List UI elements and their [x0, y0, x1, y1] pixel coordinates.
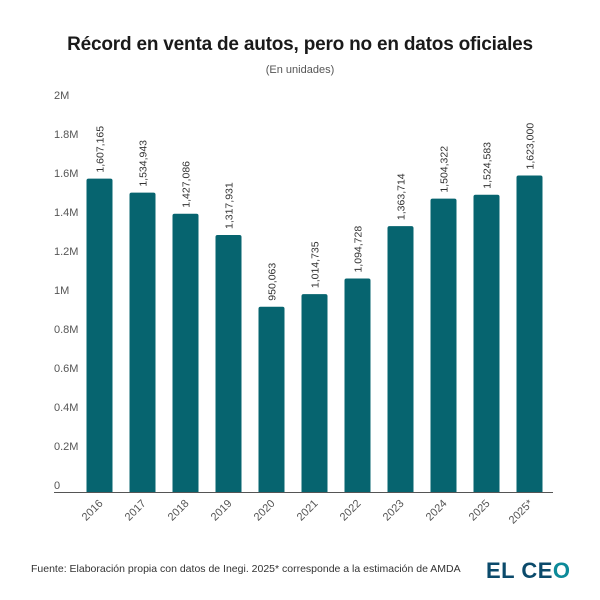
y-tick-label: 1.2M [54, 246, 78, 258]
x-tick-label: 2018 [166, 498, 192, 524]
y-tick-label: 0.2M [54, 441, 78, 453]
y-tick-label: 0 [54, 480, 60, 492]
data-label: 1,427,086 [181, 161, 193, 208]
x-tick-label: 2024 [424, 498, 450, 524]
y-tick-label: 2M [54, 90, 69, 102]
x-tick-label: 2020 [252, 498, 278, 524]
data-label: 1,363,714 [396, 173, 408, 220]
x-tick-label: 2022 [338, 498, 364, 524]
data-label: 1,524,583 [482, 142, 494, 189]
logo-accent-letter: O [552, 558, 571, 583]
x-tick-label: 2019 [209, 498, 235, 524]
bar-2025* [516, 175, 543, 492]
y-axis-ticks: 0 0.2M 0.4M 0.6M 0.8M 1M 1.2M 1.4M 1.6M 1.8M 2M [54, 90, 78, 492]
y-tick-label: 0.8M [54, 324, 78, 336]
data-label: 1,014,735 [310, 241, 322, 288]
bar-2020 [258, 306, 285, 492]
x-tick-label: 2025* [507, 497, 536, 526]
x-tick-label: 2016 [80, 498, 106, 524]
data-label: 1,534,943 [138, 140, 150, 187]
data-label: 1,623,000 [525, 123, 537, 170]
bar-2019 [215, 235, 242, 492]
source-note: Fuente: Elaboración propia con datos de … [31, 563, 461, 575]
data-label: 950,063 [267, 263, 279, 301]
bar-2023 [387, 226, 414, 492]
y-tick-label: 1M [54, 285, 69, 297]
data-label: 1,094,728 [353, 226, 365, 273]
bar-2018 [172, 213, 199, 492]
y-tick-label: 0.6M [54, 363, 78, 375]
chart-title: Récord en venta de autos, pero no en dat… [67, 34, 533, 55]
x-tick-label: 2017 [123, 498, 149, 524]
x-tick-label: 2025 [467, 498, 493, 524]
data-label: 1,607,165 [95, 126, 107, 173]
y-tick-label: 0.4M [54, 402, 78, 414]
x-tick-label: 2021 [295, 498, 321, 524]
x-axis-ticks: 2016 2017 2018 2019 2020 2021 2022 2023 2024 2025… [80, 497, 536, 526]
chart-subtitle: (En unidades) [265, 64, 335, 76]
bar-2021 [301, 294, 328, 492]
data-labels: 1,607,165 1,534,943 1,427,086 1,317,931 950,… [95, 123, 537, 301]
bar-2025 [473, 194, 500, 493]
bar-2022 [344, 278, 371, 492]
y-tick-label: 1.4M [54, 207, 78, 219]
data-label: 1,504,322 [439, 146, 451, 193]
data-label: 1,317,931 [224, 182, 236, 229]
y-tick-label: 1.6M [54, 168, 78, 180]
y-tick-label: 1.8M [54, 129, 78, 141]
bar-2016 [86, 178, 113, 492]
x-tick-label: 2023 [381, 498, 407, 524]
el-ceo-logo: EL CEO [486, 558, 571, 584]
logo-text: EL CE [486, 558, 553, 583]
bar-2024 [430, 198, 457, 492]
bar-2017 [129, 192, 156, 493]
bars [86, 175, 543, 493]
